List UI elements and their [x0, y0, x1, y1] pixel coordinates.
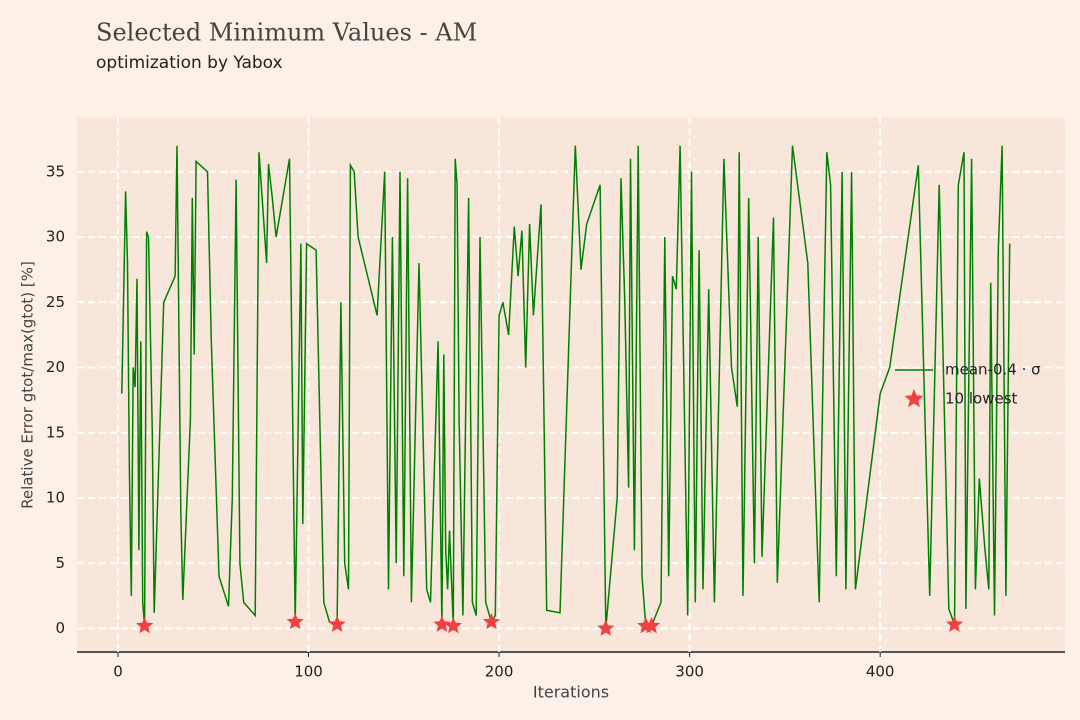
star-marker [642, 616, 661, 634]
star-marker [597, 619, 615, 636]
y-tick-label: 15 [46, 423, 65, 441]
chart-title: Selected Minimum Values - AM [96, 19, 477, 47]
y-tick-label: 10 [46, 489, 65, 507]
x-tick-label: 300 [675, 663, 704, 681]
star-marker [482, 613, 500, 630]
x-tick-label: 400 [866, 663, 895, 681]
star-marker [136, 616, 154, 634]
star-marker [444, 616, 462, 634]
legend-swatch [904, 389, 924, 408]
legend-label: mean-0.4 · σ [945, 361, 1041, 379]
x-tick-label: 100 [294, 663, 323, 681]
y-tick-label: 0 [55, 619, 65, 637]
y-tick-label: 5 [55, 554, 65, 572]
x-axis-label: Iterations [533, 683, 609, 702]
star-marker [945, 615, 963, 632]
x-tick-label: 0 [113, 663, 123, 681]
star-marker [286, 613, 304, 630]
y-tick-label: 20 [46, 358, 65, 376]
legend-label: 10 lowest [945, 390, 1018, 408]
star-marker [328, 615, 346, 632]
star-marker [433, 615, 451, 632]
chart-subtitle: optimization by Yabox [96, 53, 283, 73]
x-tick-label: 200 [485, 663, 514, 681]
plot-area [77, 117, 1065, 652]
y-axis-label: Relative Error gtot/max(gtot) [%] [19, 261, 37, 509]
y-tick-label: 30 [46, 228, 65, 246]
y-tick-label: 25 [46, 293, 65, 311]
y-tick-label: 35 [46, 162, 65, 180]
